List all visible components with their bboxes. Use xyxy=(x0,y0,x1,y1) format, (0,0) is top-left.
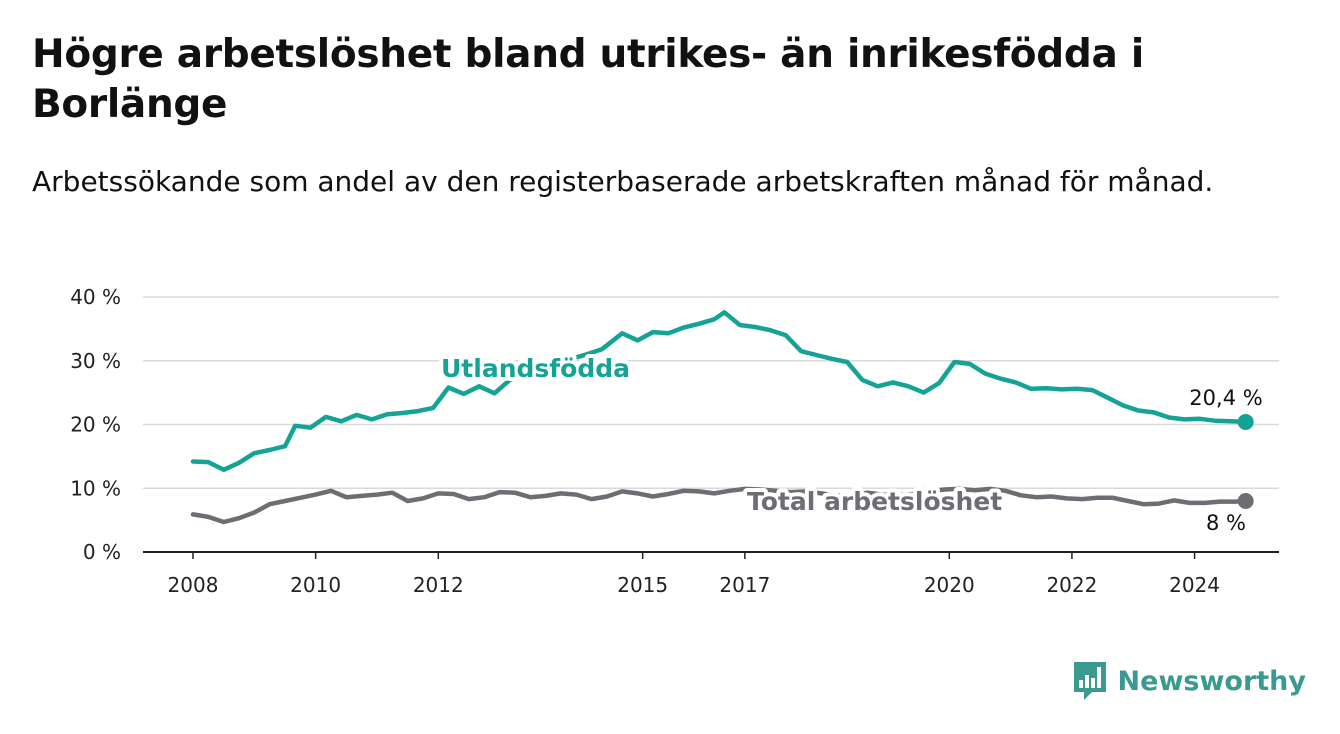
end-value-utlandsfodda: 20,4 % xyxy=(1189,386,1262,410)
axes: 0 % 10 % 20 % 30 % 40 % 2008 2010 2012 2015 2017 2… xyxy=(70,285,1279,597)
series-line-utlandsfodda xyxy=(190,310,1248,473)
y-tick-label: 20 % xyxy=(70,413,121,437)
x-tick-label: 2024 xyxy=(1169,573,1220,597)
newsworthy-brand: Newsworthy xyxy=(1072,660,1306,702)
x-tick-label: 2012 xyxy=(413,573,464,597)
y-tick-label: 0 % xyxy=(83,540,121,564)
end-point-total-arbetsloshet xyxy=(1237,493,1254,509)
y-tick-label: 40 % xyxy=(70,285,121,309)
bar-chart-logo-icon xyxy=(1073,662,1106,700)
x-tick-label: 2022 xyxy=(1046,573,1097,597)
chart-title: Högre arbetslöshet bland utrikes- än inr… xyxy=(32,32,1144,127)
y-tick-label: 10 % xyxy=(70,476,121,500)
end-point-utlandsfodda xyxy=(1237,413,1254,430)
gridlines xyxy=(143,296,1279,489)
end-value-total-arbetsloshet: 8 % xyxy=(1206,511,1246,535)
brand-name: Newsworthy xyxy=(1117,665,1306,697)
series-lines xyxy=(190,310,1254,525)
series-line-total-arbetsloshet xyxy=(190,486,1248,525)
series-name-total-arbetsloshet: Total arbetslöshet xyxy=(747,487,1002,516)
series-labels: Utlandsfödda Total arbetslöshet 20,4 % 8 % xyxy=(437,350,1263,535)
y-tick-label: 30 % xyxy=(70,349,121,373)
line-chart: 0 % 10 % 20 % 30 % 40 % 2008 2010 2012 2015 2017 2… xyxy=(70,285,1279,597)
series-name-utlandsfodda: Utlandsfödda xyxy=(441,354,630,383)
x-tick-label: 2015 xyxy=(617,573,668,597)
x-tick-label: 2017 xyxy=(719,573,770,597)
x-tick-label: 2010 xyxy=(290,573,341,597)
x-tick-label: 2020 xyxy=(924,573,975,597)
x-tick-label: 2008 xyxy=(168,573,219,597)
chart-subtitle: Arbetssökande som andel av den registerb… xyxy=(32,165,1214,198)
